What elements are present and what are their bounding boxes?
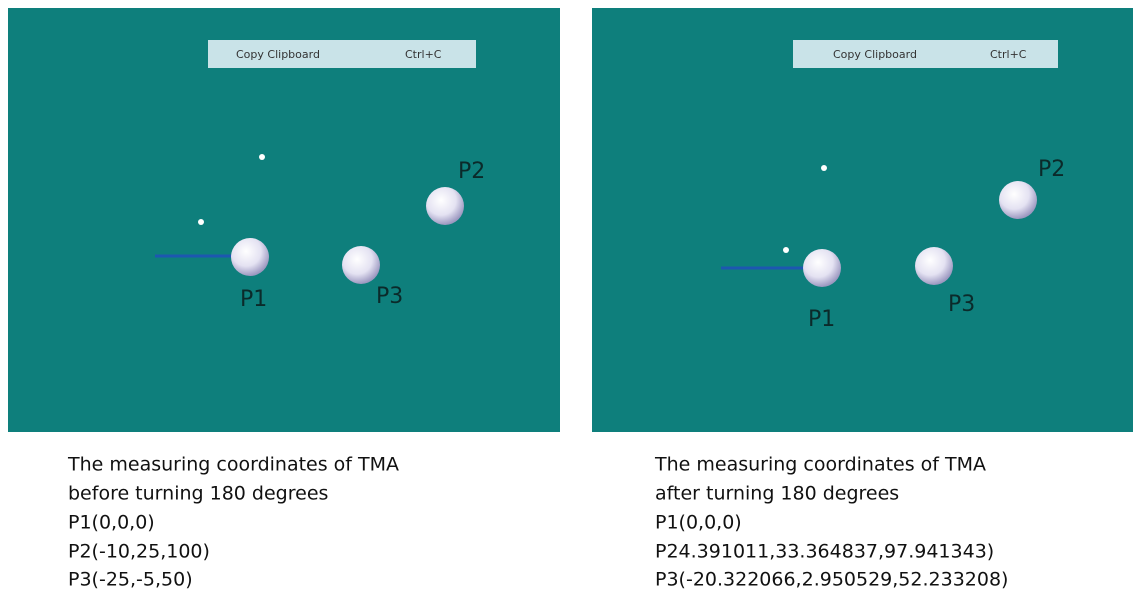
context-menu[interactable]: [208, 40, 476, 68]
sphere: [426, 187, 464, 225]
point-label: P1: [240, 287, 267, 312]
caption-line: before turning 180 degrees: [68, 483, 328, 505]
caption-line: The measuring coordinates of TMA: [654, 454, 986, 476]
caption-line: P3(-20.322066,2.950529,52.233208): [655, 569, 1008, 591]
context-menu[interactable]: [793, 40, 1058, 68]
viewport: [8, 8, 560, 432]
menu-label[interactable]: Copy Clipboard: [236, 48, 320, 61]
caption-line: The measuring coordinates of TMA: [67, 454, 399, 476]
point-label: P2: [1038, 157, 1065, 182]
dot: [821, 165, 827, 171]
menu-shortcut: Ctrl+C: [990, 48, 1027, 61]
caption-line: P1(0,0,0): [655, 512, 742, 534]
caption-line: P24.391011,33.364837,97.941343): [655, 541, 994, 563]
dot: [198, 219, 204, 225]
point-label: P3: [376, 284, 403, 309]
caption-line: P2(-10,25,100): [68, 541, 210, 563]
caption-line: after turning 180 degrees: [655, 483, 899, 505]
sphere: [231, 238, 269, 276]
sphere: [342, 246, 380, 284]
sphere: [803, 249, 841, 287]
dot: [259, 154, 265, 160]
viewport: [592, 8, 1133, 432]
point-label: P2: [458, 159, 485, 184]
menu-label[interactable]: Copy Clipboard: [833, 48, 917, 61]
caption-line: P3(-25,-5,50): [68, 569, 193, 591]
sphere: [999, 181, 1037, 219]
point-label: P3: [948, 292, 975, 317]
menu-shortcut: Ctrl+C: [405, 48, 442, 61]
sphere: [915, 247, 953, 285]
point-label: P1: [808, 307, 835, 332]
caption-line: P1(0,0,0): [68, 512, 155, 534]
dot: [783, 247, 789, 253]
